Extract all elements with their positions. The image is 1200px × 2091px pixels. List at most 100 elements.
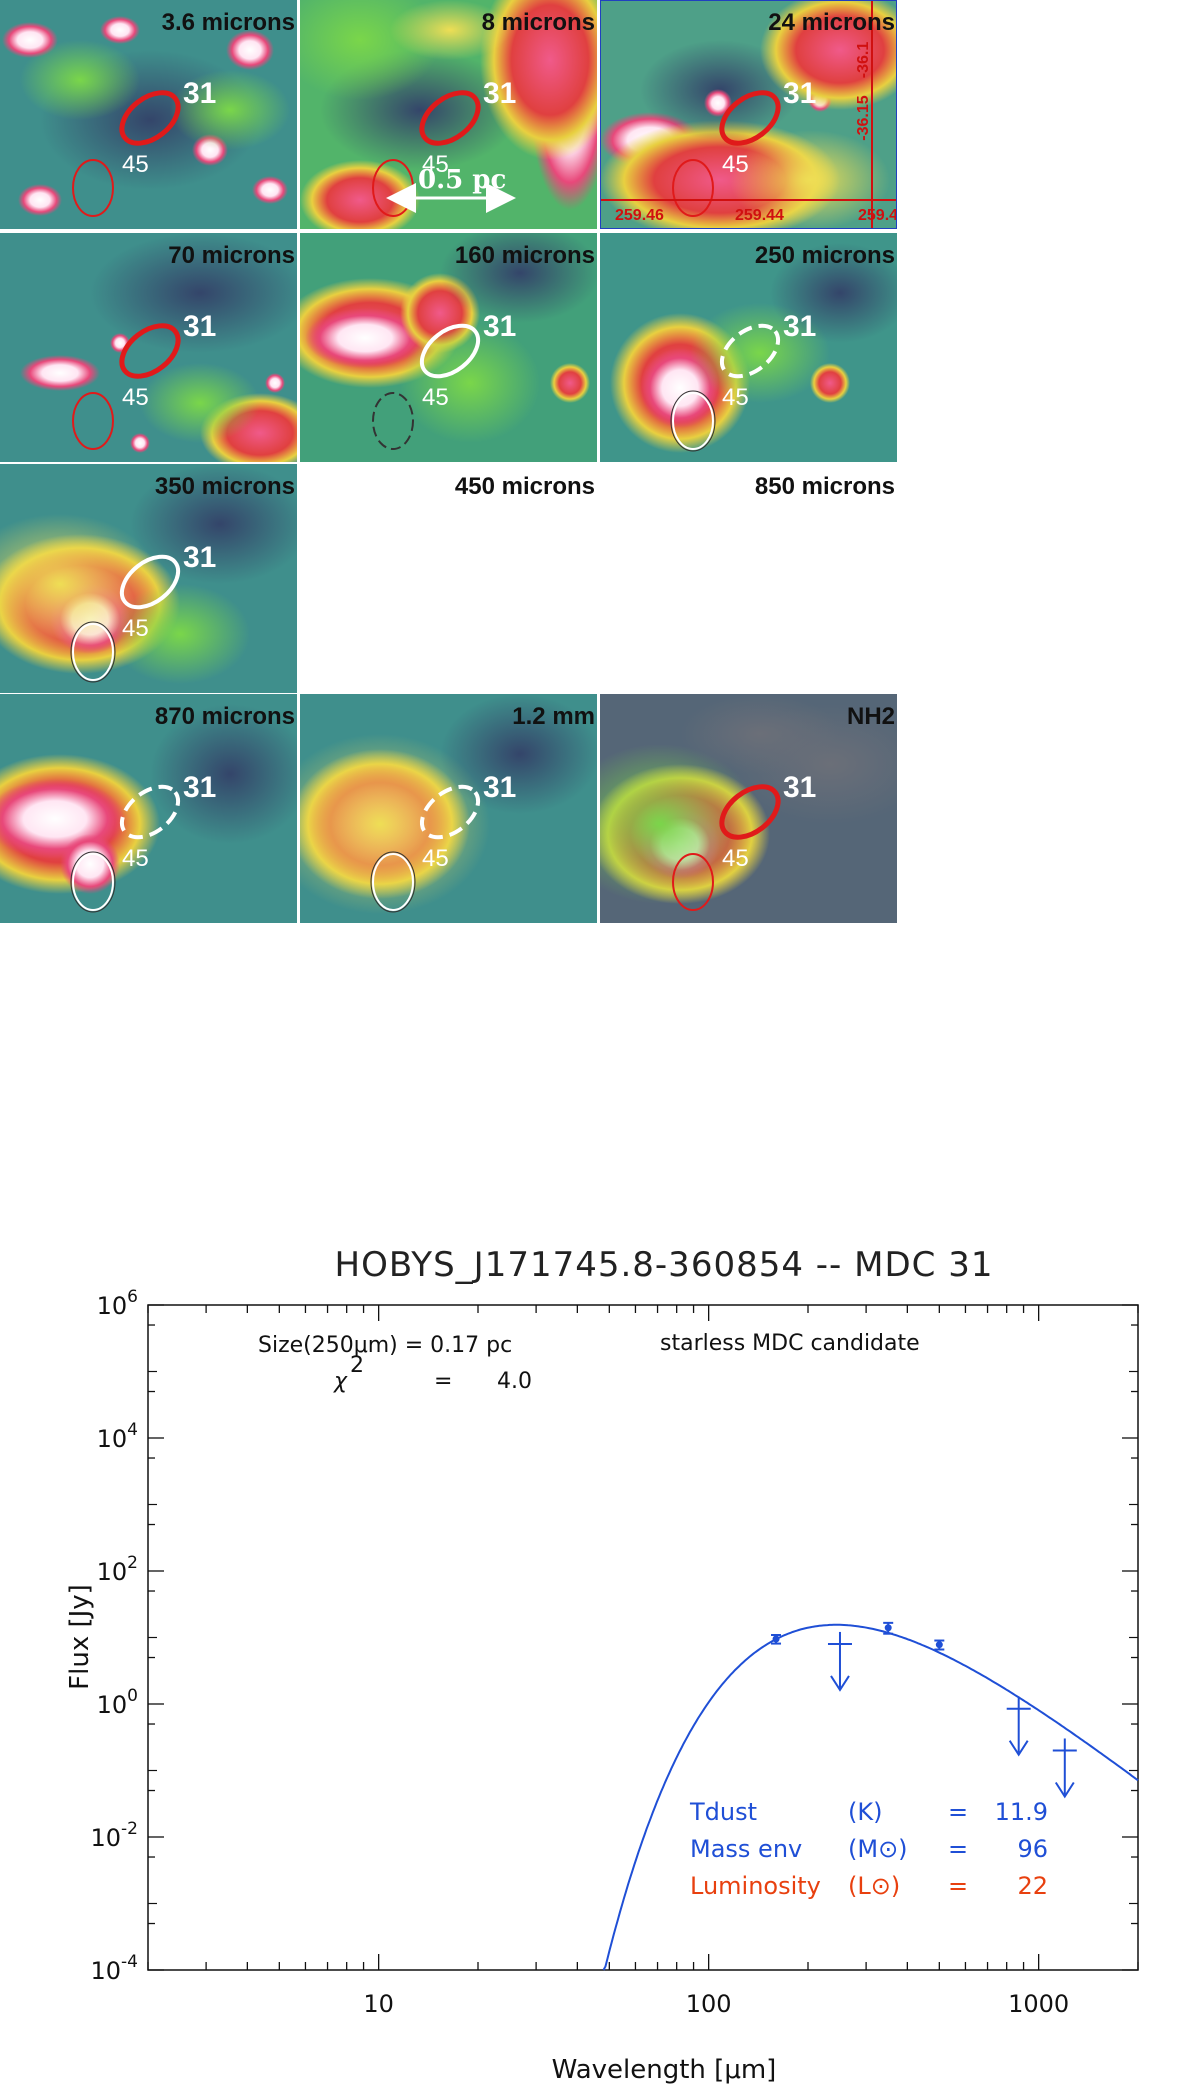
source-45-ellipse — [72, 623, 114, 681]
emission-blob — [140, 363, 260, 443]
param-name: Mass env — [690, 1835, 802, 1863]
source-31-label: 31 — [183, 541, 216, 574]
source-45-label: 45 — [422, 151, 449, 178]
param-name: Luminosity — [690, 1872, 821, 1900]
panel-11: 31 45 1.2 mm — [300, 694, 597, 923]
emission-blob — [550, 363, 590, 403]
source-45-ellipse — [72, 159, 114, 217]
panel-2: 31 450.5 pc 8 microns — [300, 0, 597, 229]
y-tick-label: 10-4 — [91, 1952, 139, 1985]
y-tick-label: 104 — [97, 1420, 138, 1453]
x-tick-label: 1000 — [1008, 1990, 1069, 2018]
panel-title: 24 microns — [768, 9, 895, 36]
emission-blob — [252, 176, 288, 204]
scale-bar-label: 0.5 pc — [418, 165, 506, 195]
candidate-label: starless MDC candidate — [660, 1331, 920, 1356]
panel-title: 250 microns — [755, 242, 895, 269]
sed-fit-curve — [602, 1623, 1139, 1971]
emission-blob — [810, 363, 850, 403]
source-45-outline — [370, 851, 416, 913]
emission-blob — [130, 433, 150, 453]
y-axis-label: Flux [Jy] — [65, 1584, 95, 1690]
source-45-ellipse — [72, 392, 114, 450]
panel-9: 850 microns — [755, 473, 895, 500]
panel-title: 1.2 mm — [512, 703, 595, 730]
y-tick-label: 102 — [97, 1553, 138, 1586]
detection-point — [883, 1621, 894, 1635]
panel-image: 31 45 — [0, 0, 297, 229]
source-31-label: 31 — [183, 771, 216, 804]
emission-blob — [226, 30, 274, 70]
y-tick-label: 106 — [97, 1287, 138, 1320]
panel-5: 31 45 160 microns — [300, 233, 597, 462]
source-45-label: 45 — [122, 151, 149, 178]
panel-title: 450 microns — [455, 473, 595, 500]
plot-frame — [147, 1304, 1139, 1971]
source-31-label: 31 — [483, 310, 516, 343]
source-45-label: 45 — [722, 384, 749, 411]
upper-limit — [1052, 1738, 1077, 1799]
panel-image: 31 45 — [0, 464, 297, 693]
param-name: Tdust — [689, 1798, 757, 1826]
param-unit: (K) — [848, 1798, 882, 1826]
limit-arrow — [1054, 1781, 1075, 1799]
axis-tick-labels: 10 100 1000 10-4 10-2 100 102 104 106 — [91, 1287, 1070, 2018]
source-45-outline — [70, 621, 116, 683]
source-31-label: 31 — [483, 77, 516, 110]
dec-tick-label: -36.1 — [855, 42, 872, 79]
panel-title: 870 microns — [155, 703, 295, 730]
source-31-ellipse — [119, 554, 181, 610]
panel-image: 31 45 — [0, 233, 297, 462]
panel-image: 31 45 259.46 259.44 259.4 -36.1 -36.15 — [600, 0, 897, 229]
source-31-ellipse — [419, 323, 481, 379]
source-45-label: 45 — [122, 845, 149, 872]
emission-blob — [704, 89, 732, 117]
point-marker — [884, 1624, 892, 1632]
emission-blob — [20, 355, 100, 391]
param-value: 22 — [1017, 1872, 1048, 1900]
chi-symbol: χ — [333, 1369, 348, 1394]
x-tick-label: 10 — [363, 1990, 394, 2018]
y-tick-label: 100 — [97, 1686, 138, 1719]
upper-limit — [1006, 1696, 1031, 1757]
emission-blob — [680, 694, 840, 774]
panel-1: 31 45 3.6 microns — [0, 0, 297, 229]
panel-image: 31 450.5 pc — [300, 0, 597, 229]
emission-blob — [770, 243, 897, 343]
emission-blob — [150, 704, 297, 844]
source-31-ellipse — [119, 323, 181, 379]
param-eq: = — [948, 1872, 968, 1900]
param-value: 96 — [1017, 1835, 1048, 1863]
emission-blob — [400, 323, 540, 443]
source-45-label: 45 — [122, 615, 149, 642]
source-45-label: 45 — [722, 845, 749, 872]
emission-blob — [480, 0, 597, 160]
emission-blob — [90, 233, 297, 353]
emission-blob — [110, 584, 250, 684]
emission-blob — [390, 0, 510, 60]
panel-title: 8 microns — [482, 9, 595, 36]
emission-blob — [600, 744, 760, 904]
source-45-ellipse — [672, 853, 714, 911]
source-31-label: 31 — [783, 77, 816, 110]
source-31-ellipse — [719, 90, 781, 146]
source-45-label: 45 — [422, 384, 449, 411]
point-marker — [772, 1635, 780, 1643]
data-marks — [771, 1621, 1077, 1799]
emission-blob — [60, 834, 120, 894]
param-row: Tdust (K) = 11.9 — [689, 1798, 1048, 1826]
source-31-label: 31 — [183, 310, 216, 343]
panel-title: 3.6 microns — [162, 9, 295, 36]
param-unit: (M⊙) — [848, 1835, 908, 1863]
panel-image: 31 45 — [600, 694, 897, 923]
source-45-label: 45 — [422, 845, 449, 872]
ra-tick-label: 259.46 — [615, 207, 664, 224]
panel-10: 31 45 870 microns — [0, 694, 297, 923]
param-row: Luminosity (L⊙) = 22 — [690, 1872, 1048, 1900]
panel-7: 31 45 350 microns — [0, 464, 297, 693]
emission-blob — [730, 130, 890, 229]
panel-title: NH2 — [847, 703, 895, 730]
panel-4: 31 45 70 microns — [0, 233, 297, 462]
